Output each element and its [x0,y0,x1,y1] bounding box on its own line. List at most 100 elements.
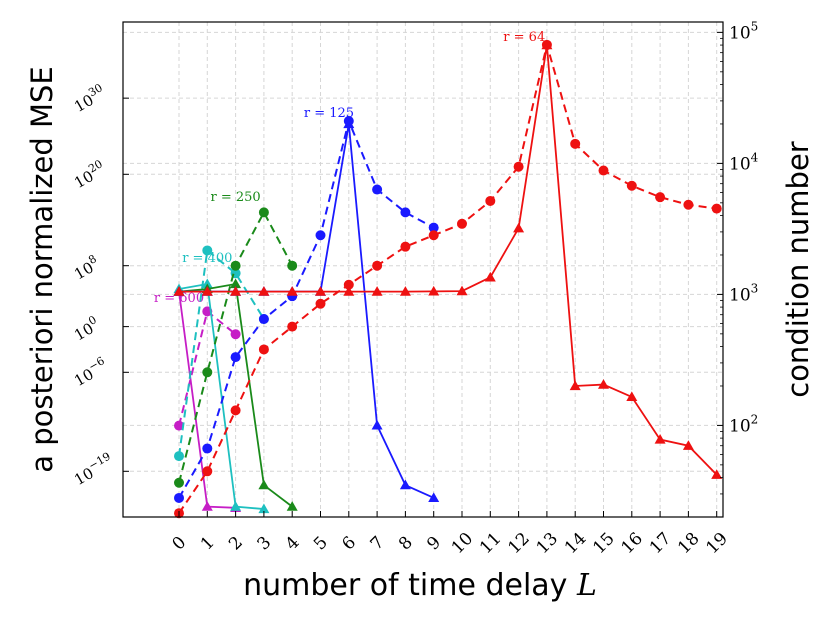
cond-marker [230,501,242,511]
cond-marker [456,285,468,296]
y-right-axis-title: condition number [781,141,815,398]
mse-marker [174,477,184,488]
cond-marker [428,492,440,502]
mse-marker [230,329,241,340]
mse-marker [400,207,411,218]
mse-marker [230,405,241,416]
mse-marker [485,195,496,206]
cond-marker [569,380,581,391]
mse-marker [258,344,269,355]
cond-marker [286,286,298,296]
series-label: r = 64 [503,30,545,45]
mse-marker [428,230,439,241]
y-right-tick-label: 102 [729,412,758,436]
cond-marker [201,278,213,289]
x-tick-label: 11 [476,529,505,558]
mse-marker [626,180,637,191]
mse-marker [287,321,298,332]
y-left-tick-label: 108 [70,252,103,283]
mse-marker [372,260,383,271]
mse-marker [457,218,467,229]
mse-marker [315,298,326,309]
cond-marker [258,479,270,490]
x-tick-label: 4 [282,533,304,555]
x-tick-label: 5 [310,533,332,555]
cond-marker [230,278,242,289]
y-right-tick-label: 103 [729,281,758,305]
x-tick-label: 6 [338,533,360,555]
series-label: r = 250 [211,190,261,205]
cond-marker [598,379,609,389]
mse-marker [202,466,213,477]
mse-marker [202,443,213,454]
series-r64 [173,39,723,519]
x-tick-label: 19 [702,529,731,558]
mse-line [178,117,435,499]
x-tick-label: 13 [533,529,562,558]
cond-marker [315,286,326,296]
mse-marker [683,199,694,210]
x-tick-label: 12 [504,529,533,558]
cond-marker [484,271,496,282]
mse-marker [258,207,269,218]
mse-line [178,40,717,514]
x-tick-label: 7 [367,533,389,555]
x-tick-label: 2 [225,533,247,555]
mse-marker [315,230,326,241]
y-right-tick-label: 104 [729,150,759,174]
mse-marker [287,260,298,271]
mse-marker [343,279,354,290]
cond-marker [286,501,298,511]
cond-marker [201,286,213,296]
cond-marker [711,469,723,479]
mse-marker [541,39,552,50]
mse-marker [174,492,184,503]
cond-marker [371,419,383,430]
mse-marker [202,245,213,256]
mse-marker [343,116,354,126]
cond-line [179,44,718,476]
cond-marker [513,222,525,233]
cond-marker [230,286,242,296]
mse-marker [372,184,383,195]
series-label: r = 125 [304,106,354,121]
x-tick-label: 17 [646,529,675,558]
x-tick-label: 16 [618,529,647,558]
cond-marker [626,391,638,402]
mse-marker [202,367,213,378]
mse-marker [513,161,524,172]
y-left-tick-label: 1030 [70,81,109,116]
x-tick-label: 0 [169,533,191,555]
mse-marker [570,138,581,149]
mse-marker [655,192,666,203]
mse-marker [428,222,439,233]
mse-line [178,248,265,457]
cond-marker [654,434,666,444]
y-right-tick-label: 105 [729,19,758,43]
cond-marker [201,501,213,511]
x-tick-label: 9 [423,533,445,555]
mse-marker [174,420,184,431]
cond-marker [428,285,440,296]
cond-marker [399,286,411,296]
cond-marker [258,286,270,296]
x-tick-label: 14 [561,529,590,558]
x-tick-label: 10 [448,529,477,558]
cond-marker [173,286,185,296]
cond-marker [258,503,270,514]
mse-marker [711,203,722,214]
x-tick-label: 3 [253,533,275,555]
mse-marker [598,165,609,176]
x-axis-title: number of time delay L [243,568,597,603]
mse-marker [258,314,269,324]
x-tick-label: 8 [395,533,417,555]
x-tick-label: 18 [674,529,703,558]
mse-marker [230,352,241,363]
cond-marker [371,286,383,296]
mse-marker [230,260,241,271]
x-tick-label: 1 [197,533,219,555]
mse-marker [400,241,411,252]
x-tick-label: 15 [589,529,618,558]
